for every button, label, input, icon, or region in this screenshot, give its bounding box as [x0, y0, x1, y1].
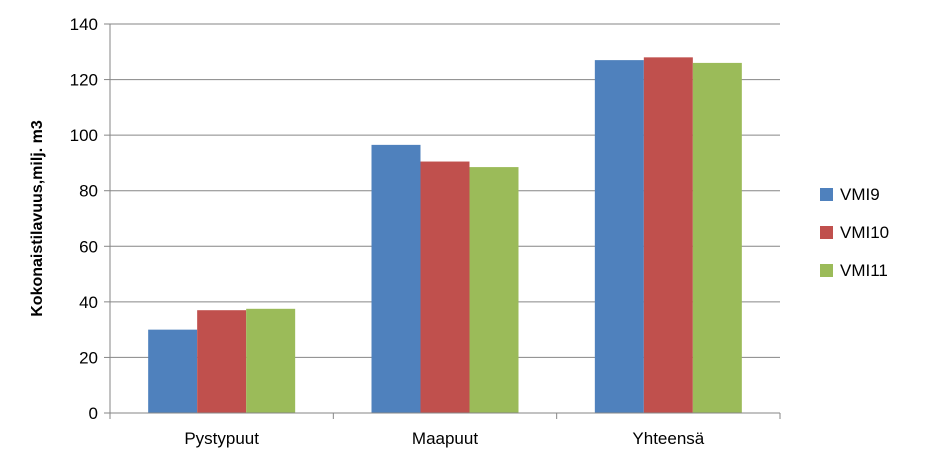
y-tick-label: 80	[79, 182, 98, 201]
y-tick-label: 40	[79, 293, 98, 312]
legend-label-vmi11: VMI11	[840, 261, 888, 280]
y-tick-label: 0	[89, 404, 98, 423]
legend-label-vmi10: VMI10	[840, 223, 889, 242]
legend-swatch-vmi11	[820, 264, 833, 277]
legend-swatch-vmi10	[820, 226, 833, 239]
bar-vmi10-2	[643, 57, 693, 413]
bar-vmi9-0	[148, 329, 198, 413]
y-tick-label: 140	[70, 15, 98, 34]
bar-vmi11-0	[246, 308, 296, 413]
y-tick-label: 20	[79, 348, 98, 367]
y-tick-label: 100	[70, 126, 98, 145]
x-axis-ticks	[109, 413, 781, 419]
y-tick-label: 120	[70, 71, 98, 90]
legend-swatch-vmi9	[820, 188, 833, 201]
legend: VMI9 VMI10 VMI11	[820, 185, 889, 280]
x-tick-label: Maapuut	[412, 429, 478, 448]
bar-vmi11-1	[469, 167, 519, 413]
y-axis-label: Kokonaistilavuus,milj. m3	[29, 120, 46, 317]
bar-vmi9-2	[594, 60, 644, 413]
x-tick-label: Pystypuut	[184, 429, 259, 448]
y-tick-label: 60	[79, 237, 98, 256]
bar-vmi9-1	[371, 144, 421, 413]
legend-label-vmi9: VMI9	[840, 185, 880, 204]
bar-vmi11-2	[692, 62, 742, 414]
x-axis-labels: Pystypuut Maapuut Yhteensä	[184, 429, 704, 448]
bar-vmi10-1	[420, 161, 470, 413]
y-axis-ticks: 0 20 40 60 80 100 120 140	[70, 15, 110, 423]
bars	[148, 57, 742, 414]
bar-vmi10-0	[197, 310, 247, 413]
x-tick-label: Yhteensä	[632, 429, 704, 448]
